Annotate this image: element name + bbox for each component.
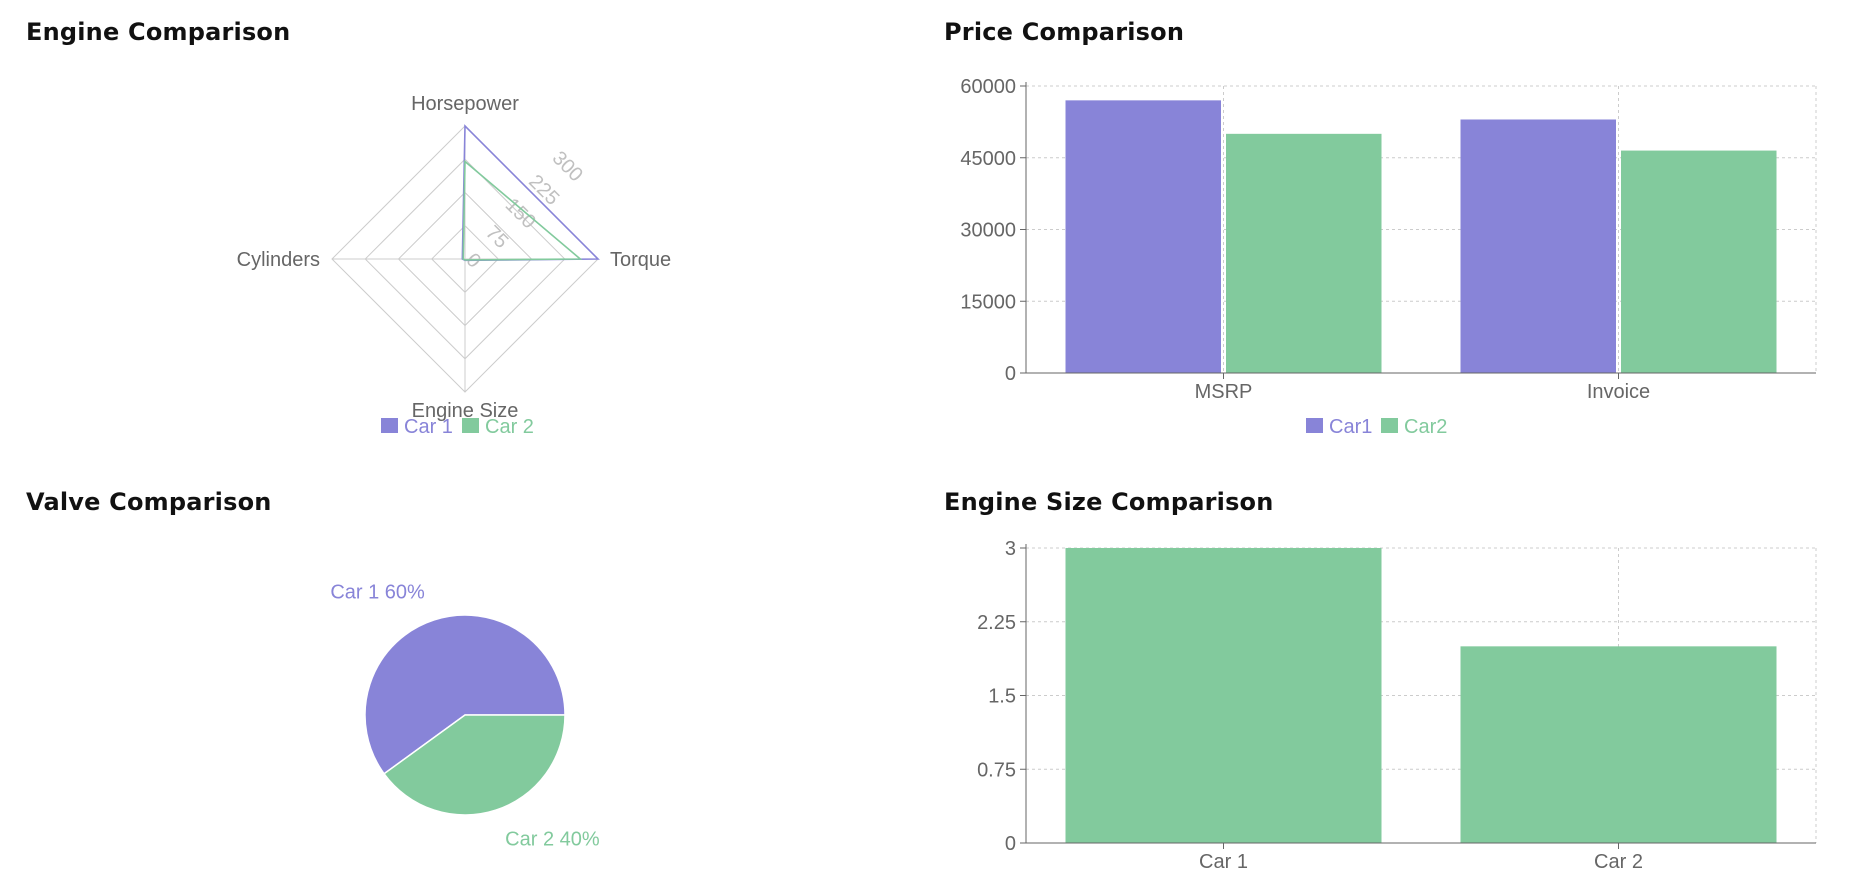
y-tick-label: 15000	[960, 291, 1016, 313]
legend-swatch	[1381, 418, 1398, 433]
pie-slice-label: Car 2 40%	[505, 829, 600, 851]
legend-swatch	[381, 418, 398, 433]
radar-axis-label: Horsepower	[411, 93, 519, 115]
legend-item[interactable]: Car1	[1329, 416, 1372, 438]
price-chart-title: Price Comparison	[944, 18, 1185, 46]
x-tick-label: Invoice	[1587, 381, 1650, 403]
bar[interactable]	[1460, 646, 1777, 843]
legend-swatch	[462, 418, 479, 433]
y-tick-label: 30000	[960, 220, 1016, 242]
radar-series-2	[462, 159, 583, 261]
engine-size-bar-chart: 0 0.75 1.5 2.25 3 Car 1 Car 2	[977, 538, 1817, 873]
radar-axis-label: Cylinders	[237, 249, 320, 271]
legend-item[interactable]: Car 1	[404, 416, 453, 438]
pie-slice-label: Car 1 60%	[330, 581, 425, 603]
y-tick-label: 2.25	[977, 612, 1016, 634]
y-tick-label: 0	[1005, 833, 1016, 855]
radar-radial-tick: 150	[501, 194, 540, 233]
pie-slice[interactable]	[364, 614, 566, 775]
y-tick-label: 3	[1005, 538, 1016, 560]
engine-chart-title: Engine Comparison	[26, 18, 291, 46]
engine-size-chart-title: Engine Size Comparison	[944, 488, 1274, 516]
radar-radial-tick: 75	[481, 222, 512, 253]
y-tick-label: 0.75	[977, 759, 1016, 781]
bar[interactable]	[1621, 150, 1777, 373]
radar-radial-tick: 300	[548, 147, 587, 186]
valve-pie-chart: Car 1 60% Car 2 40%	[330, 581, 600, 850]
y-tick-label: 1.5	[988, 686, 1016, 708]
legend-swatch	[1306, 418, 1323, 433]
legend-item[interactable]: Car 2	[485, 416, 534, 438]
radar-axis-label: Torque	[610, 249, 671, 271]
bar[interactable]	[1065, 100, 1222, 373]
radar-axis-label: Engine Size	[412, 400, 519, 422]
y-tick-label: 0	[1005, 363, 1016, 385]
valve-chart-title: Valve Comparison	[26, 488, 272, 516]
x-tick-label: Car 2	[1594, 851, 1643, 873]
price-bar-chart: 0 15000 30000 45000 60000 MSRP Invoice Car1 Car2	[960, 76, 1817, 438]
y-tick-label: 60000	[960, 76, 1016, 98]
radar-series-1	[461, 124, 600, 262]
bar[interactable]	[1226, 133, 1382, 373]
x-tick-label: MSRP	[1195, 381, 1253, 403]
x-tick-label: Car 1	[1199, 851, 1248, 873]
pie-slice[interactable]	[383, 714, 566, 816]
bar[interactable]	[1065, 548, 1382, 843]
bar[interactable]	[1460, 119, 1617, 373]
legend-item[interactable]: Car2	[1404, 416, 1447, 438]
y-tick-label: 45000	[960, 148, 1016, 170]
